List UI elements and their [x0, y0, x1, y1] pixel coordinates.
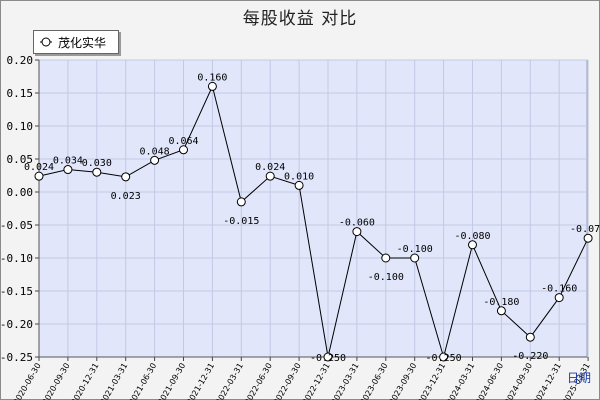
legend: 茂化实华 [33, 30, 119, 54]
data-point [34, 171, 44, 181]
x-tick-label: 2022-06-30 [243, 362, 274, 400]
y-tick-label: 0.15 [7, 87, 34, 100]
data-label: 0.160 [197, 72, 227, 83]
x-tick-label: 2023-09-30 [387, 362, 418, 400]
y-tick-label: 0.00 [7, 186, 34, 199]
data-point [352, 227, 362, 237]
data-label: -0.070 [570, 224, 600, 235]
data-label: 0.064 [168, 136, 198, 147]
data-point [63, 165, 73, 175]
data-point [265, 171, 275, 181]
x-tick-label: 2024-03-31 [445, 362, 476, 400]
series-line [38, 84, 589, 359]
chart-title: 每股收益 对比 [242, 9, 358, 29]
x-axis-label: 日期 [567, 371, 591, 385]
x-tick-label: 2022-09-30 [272, 362, 303, 400]
y-tick-label: 0.10 [7, 120, 34, 133]
x-tick-label: 2021-03-31 [98, 362, 129, 400]
data-label: 0.023 [111, 191, 141, 202]
y-tick-label: 0.05 [7, 153, 34, 166]
x-tick-label: 2024-12-31 [532, 362, 563, 400]
data-label: 0.034 [53, 156, 83, 167]
data-point [439, 352, 449, 362]
x-tick-label: 2021-06-30 [127, 362, 158, 400]
data-point [179, 145, 188, 155]
x-tick-label: 2024-09-30 [503, 362, 534, 400]
x-tick-label: 2020-06-30 [12, 362, 43, 400]
data-point [525, 332, 535, 342]
data-label: -0.160 [541, 284, 577, 295]
x-tick-label: 2023-03-31 [330, 362, 361, 400]
x-tick-label: 2021-09-30 [156, 362, 187, 400]
data-label: 0.024 [24, 162, 54, 173]
x-tick-label: 2022-03-31 [214, 362, 245, 400]
data-label: -0.060 [339, 218, 375, 229]
data-label: -0.250 [310, 353, 346, 364]
x-tick-label: 2023-12-31 [416, 362, 447, 400]
data-point [554, 293, 564, 303]
data-label: -0.015 [223, 216, 259, 227]
y-tick-label: -0.15 [0, 285, 33, 298]
data-label: 0.024 [255, 162, 285, 173]
data-point [236, 197, 246, 207]
y-tick-label: -0.05 [0, 219, 33, 232]
data-label: -0.180 [483, 297, 519, 308]
x-tick-label: 2021-12-31 [185, 362, 216, 400]
data-point [496, 306, 506, 316]
data-label: 0.030 [82, 158, 112, 169]
data-point [381, 253, 391, 263]
data-point [323, 352, 333, 362]
data-point [150, 155, 160, 165]
data-label: 0.048 [140, 146, 170, 157]
data-point [294, 180, 304, 190]
x-tick-label: 2023-06-30 [358, 362, 389, 400]
y-tick-label: -0.10 [0, 252, 33, 265]
data-point [583, 233, 593, 243]
legend-label: 茂化实华 [58, 36, 107, 50]
data-point [92, 167, 102, 177]
plot-area [38, 59, 588, 358]
x-tick-label: 2022-12-31 [301, 362, 332, 400]
y-tick-label: -0.25 [0, 351, 33, 364]
data-label: -0.250 [426, 353, 462, 364]
data-point [207, 81, 217, 91]
x-tick-label: 2020-09-30 [41, 362, 72, 400]
legend-marker-icon [40, 37, 52, 47]
data-label: 0.010 [284, 171, 314, 182]
data-label: -0.100 [368, 272, 404, 283]
data-label: -0.220 [512, 351, 548, 362]
y-tick-label: -0.20 [0, 318, 33, 331]
x-tick-label: 2024-06-30 [474, 362, 505, 400]
x-tick-label: 2020-12-31 [69, 362, 100, 400]
data-point [121, 172, 131, 182]
data-point [468, 240, 477, 250]
data-point [410, 253, 420, 263]
data-label: -0.100 [397, 244, 433, 255]
data-label: -0.080 [454, 231, 490, 242]
y-tick-label: 0.20 [7, 54, 34, 67]
